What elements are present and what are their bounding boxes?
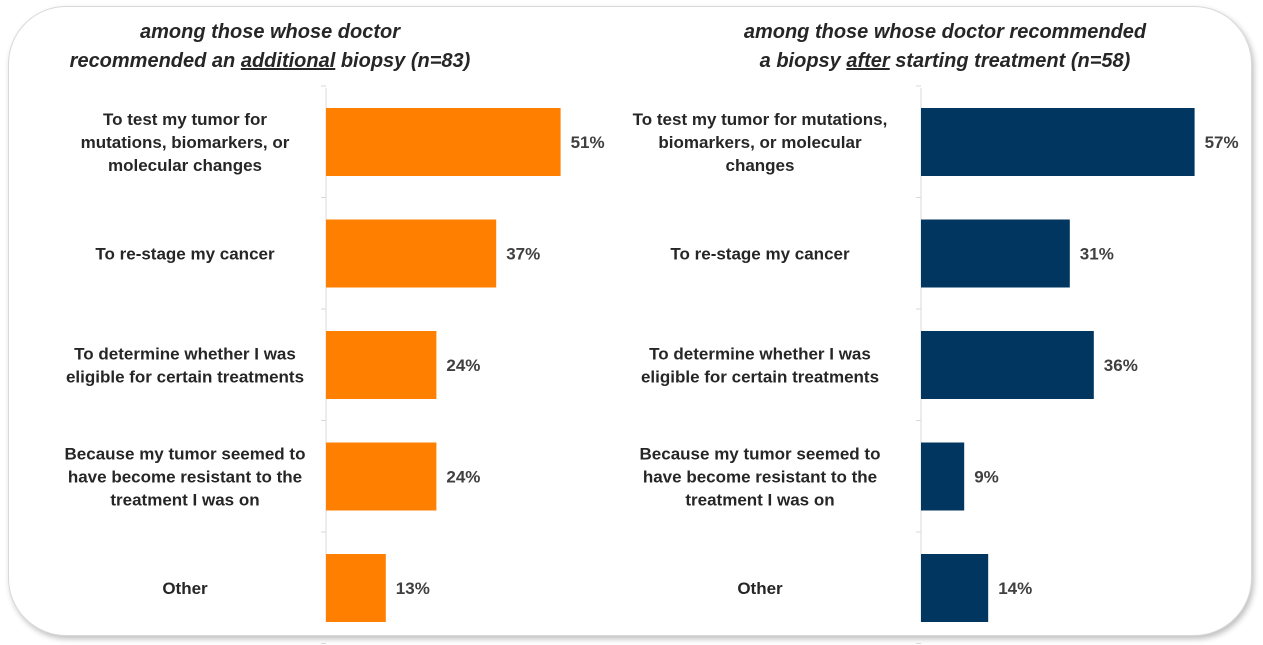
left-chart-title: among those whose doctor recommended an … xyxy=(69,21,471,72)
right-category-label: To re-stage my cancer xyxy=(670,245,850,264)
right-value-label: 57% xyxy=(1205,133,1239,152)
right-chart-title: among those whose doctor recommended a b… xyxy=(743,21,1147,72)
left-category-label: To test my tumor for mutations, biomarker… xyxy=(81,110,290,175)
right-value-label: 36% xyxy=(1104,356,1138,375)
left-category-label: Other xyxy=(162,579,208,598)
left-category-label: To determine whether I was eligible for c… xyxy=(66,345,304,387)
right-category-label: Other xyxy=(737,579,783,598)
right-bar xyxy=(921,219,1070,288)
right-value-label: 14% xyxy=(998,579,1032,598)
right-bar xyxy=(921,554,989,622)
left-value-label: 13% xyxy=(396,579,430,598)
left-value-label: 37% xyxy=(506,245,540,264)
left-bar xyxy=(326,442,437,511)
right-category-label: To determine whether I was eligible for c… xyxy=(641,345,879,387)
left-bar xyxy=(326,219,497,288)
left-value-label: 24% xyxy=(446,468,480,487)
left-value-label: 24% xyxy=(446,356,480,375)
left-bar xyxy=(326,554,386,622)
right-bar xyxy=(921,108,1195,176)
left-bar xyxy=(326,108,561,176)
left-value-label: 51% xyxy=(571,133,605,152)
right-category-label: To test my tumor for mutations, biomarker… xyxy=(633,110,888,175)
left-category-label: Because my tumor seemed to have become re… xyxy=(65,445,306,510)
left-category-label: To re-stage my cancer xyxy=(95,245,275,264)
right-bar xyxy=(921,442,965,511)
right-value-label: 9% xyxy=(974,468,999,487)
right-value-label: 31% xyxy=(1080,245,1114,264)
right-bar xyxy=(921,331,1094,399)
left-bar xyxy=(326,331,437,399)
right-category-label: Because my tumor seemed to have become re… xyxy=(640,445,881,510)
